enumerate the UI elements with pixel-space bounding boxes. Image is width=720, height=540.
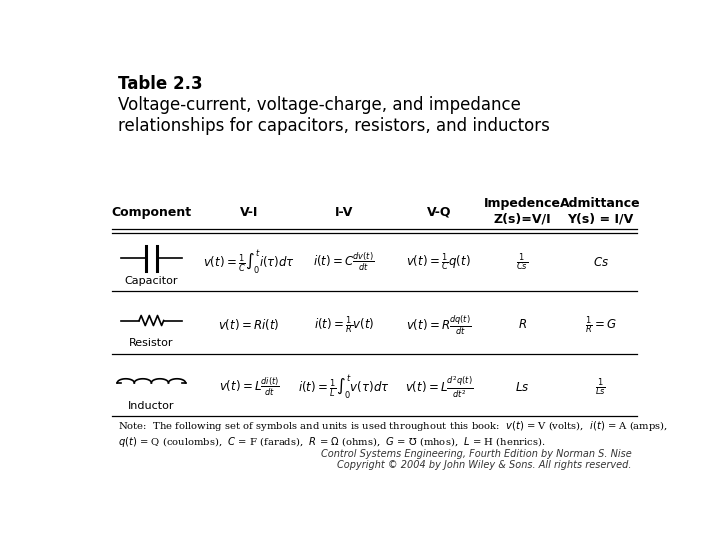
Text: $v(t) = L\frac{di(t)}{dt}$: $v(t) = L\frac{di(t)}{dt}$ [219, 376, 279, 398]
Text: $Cs$: $Cs$ [593, 256, 608, 269]
Text: Capacitor: Capacitor [125, 276, 178, 286]
Text: $\frac{1}{Cs}$: $\frac{1}{Cs}$ [516, 252, 528, 273]
Text: $v(t) = Ri(t)$: $v(t) = Ri(t)$ [218, 317, 280, 332]
Text: $v(t) = L\frac{d^2q(t)}{dt^2}$: $v(t) = L\frac{d^2q(t)}{dt^2}$ [405, 374, 473, 400]
Text: $i(t) = \frac{1}{L}\int_0^t v(\tau)d\tau$: $i(t) = \frac{1}{L}\int_0^t v(\tau)d\tau… [298, 373, 390, 401]
Text: $R$: $R$ [518, 318, 527, 331]
Text: $\frac{1}{Ls}$: $\frac{1}{Ls}$ [595, 376, 606, 398]
Text: Z(s)=V/I: Z(s)=V/I [494, 212, 552, 225]
Text: $Ls$: $Ls$ [516, 381, 530, 394]
Text: $\frac{1}{R} = G$: $\frac{1}{R} = G$ [585, 314, 616, 335]
Text: $v(t) = \frac{1}{C}\int_0^t i(\tau)d\tau$: $v(t) = \frac{1}{C}\int_0^t i(\tau)d\tau… [203, 248, 295, 276]
Text: V-I: V-I [240, 206, 258, 219]
Text: Y(s) = I/V: Y(s) = I/V [567, 212, 634, 225]
Text: Control Systems Engineering, Fourth Edition by Norman S. Nise
Copyright © 2004 b: Control Systems Engineering, Fourth Edit… [320, 449, 631, 470]
Text: Table 2.3: Table 2.3 [118, 75, 202, 93]
Text: V-Q: V-Q [426, 206, 451, 219]
Text: $v(t) = \frac{1}{C}q(t)$: $v(t) = \frac{1}{C}q(t)$ [406, 252, 471, 273]
Text: $i(t) = \frac{1}{R}v(t)$: $i(t) = \frac{1}{R}v(t)$ [314, 314, 374, 335]
Text: $v(t) = R\frac{dq(t)}{dt}$: $v(t) = R\frac{dq(t)}{dt}$ [406, 313, 472, 336]
Text: I-V: I-V [335, 206, 353, 219]
Text: Component: Component [112, 206, 192, 219]
Text: Note:  The following set of symbols and units is used throughout this book:  $v(: Note: The following set of symbols and u… [118, 419, 668, 449]
Text: Resistor: Resistor [129, 339, 174, 348]
Text: Admittance: Admittance [560, 197, 641, 210]
Text: Inductor: Inductor [128, 401, 175, 411]
Text: Impedence: Impedence [484, 197, 561, 210]
Text: Voltage-current, voltage-charge, and impedance
relationships for capacitors, res: Voltage-current, voltage-charge, and imp… [118, 96, 550, 135]
Text: $i(t) = C\frac{dv(t)}{dt}$: $i(t) = C\frac{dv(t)}{dt}$ [313, 251, 374, 273]
